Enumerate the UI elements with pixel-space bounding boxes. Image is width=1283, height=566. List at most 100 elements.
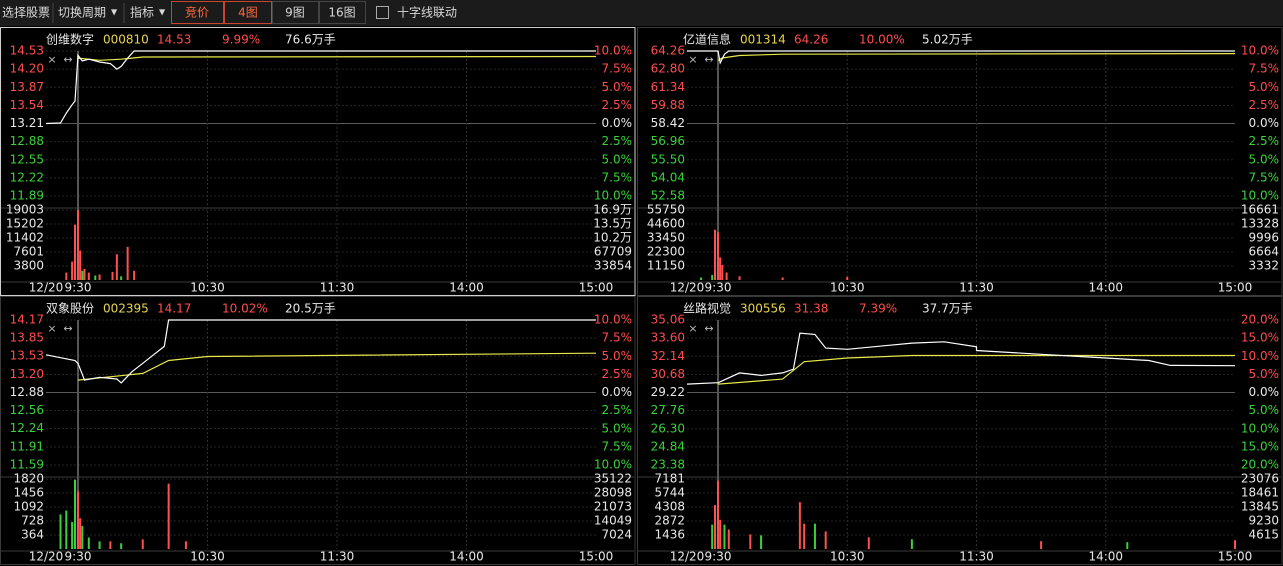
volume-tick-label: 1092 — [13, 500, 44, 514]
time-label: 15:00 — [579, 281, 614, 295]
percent-tick-label: 10.0% — [1241, 189, 1279, 203]
time-label: 12/20 — [670, 550, 705, 564]
price-tick-label: 52.58 — [651, 189, 685, 203]
volume-tick-label: 1456 — [13, 486, 44, 500]
volume-bar — [719, 257, 722, 280]
view-16-button[interactable]: 16图 — [328, 6, 355, 20]
price-line — [686, 332, 1236, 385]
view-9-button[interactable]: 9图 — [285, 6, 305, 20]
panel-frame — [0, 296, 636, 565]
volume-bar — [711, 274, 714, 280]
price-tick-label: 13.85 — [10, 330, 44, 344]
volume-bar — [98, 274, 101, 280]
switch-period-button[interactable]: 切换周期 — [58, 6, 106, 20]
volume-bar — [74, 224, 76, 280]
time-label: 9:30 — [65, 550, 92, 564]
header-change: 9.99% — [222, 33, 260, 47]
indicator-button[interactable]: 指标 — [130, 5, 154, 20]
header-name: 双象股份 — [46, 302, 94, 316]
price-line — [687, 50, 1235, 65]
volume-bar — [111, 271, 114, 280]
view-4-button[interactable]: 4图 — [238, 6, 258, 20]
volume-right-tick-label: 6664 — [1248, 245, 1279, 259]
price-tick-label: 32.14 — [651, 349, 685, 363]
view-9-frame — [272, 1, 319, 24]
volume-tick-label: 11402 — [6, 230, 44, 244]
time-label: 10:30 — [190, 550, 225, 564]
percent-tick-label: 10.0% — [1241, 421, 1279, 435]
price-tick-label: 13.54 — [10, 98, 44, 112]
volume-right-tick-label: 13845 — [1241, 500, 1279, 514]
panel-frame — [637, 296, 1283, 565]
percent-tick-label: 10.0% — [594, 313, 632, 327]
expand-icon: ↔ — [704, 53, 713, 66]
volume-bar — [867, 537, 870, 549]
volume-right-tick-label: 28098 — [594, 486, 632, 500]
time-label: 15:00 — [579, 550, 614, 564]
volume-tick-label: 7181 — [654, 472, 685, 486]
percent-tick-label: 15.0% — [1241, 439, 1279, 453]
percent-tick-label: 5.0% — [602, 349, 633, 363]
time-label: 11:30 — [959, 550, 994, 564]
volume-bar — [79, 250, 82, 280]
volume-bar — [910, 539, 913, 549]
volume-bar — [714, 229, 716, 280]
volume-bar — [126, 246, 129, 280]
volume-tick-label: 1820 — [13, 472, 44, 486]
header-volume: 5.02万手 — [922, 33, 973, 47]
time-label: 11:30 — [320, 281, 355, 295]
view-16-frame — [319, 1, 366, 24]
volume-tick-label: 7601 — [13, 245, 44, 259]
select-stock-button[interactable]: 选择股票 — [2, 6, 50, 20]
volume-bar — [723, 524, 726, 549]
volume-right-tick-label: 7024 — [601, 528, 632, 542]
volume-right-tick-label: 16661 — [1241, 203, 1279, 217]
percent-tick-label: 7.5% — [1249, 170, 1280, 184]
expand-icon: ↔ — [63, 53, 72, 66]
header-name: 亿道信息 — [683, 32, 731, 47]
price-tick-label: 12.88 — [10, 385, 44, 399]
volume-bar — [184, 541, 187, 549]
header-code: 001314 — [740, 33, 786, 47]
header-price: 31.38 — [794, 302, 828, 316]
price-tick-label: 62.80 — [651, 62, 685, 76]
volume-bar — [711, 524, 714, 549]
volume-tick-label: 4308 — [654, 500, 685, 514]
volume-bar — [749, 534, 752, 549]
percent-tick-label: 0.0% — [1249, 116, 1280, 130]
volume-right-tick-label: 18461 — [1241, 486, 1279, 500]
price-tick-label: 12.22 — [10, 170, 44, 184]
time-label: 14:00 — [449, 281, 484, 295]
header-price: 14.53 — [157, 33, 191, 47]
volume-bar — [120, 276, 123, 280]
crosshair-link-label[interactable]: 十字线联动 — [397, 5, 457, 20]
expand-icon: ↔ — [63, 322, 72, 335]
volume-bar — [65, 510, 68, 549]
volume-tick-label: 19003 — [6, 203, 44, 217]
price-line — [45, 319, 596, 384]
volume-right-tick-label: 13.5万 — [593, 217, 632, 231]
toolbar — [0, 0, 1283, 26]
volume-tick-label: 728 — [21, 514, 44, 528]
volume-bar — [65, 272, 68, 280]
price-tick-label: 35.06 — [651, 313, 685, 327]
price-tick-label: 12.56 — [10, 403, 44, 417]
volume-bar — [798, 502, 801, 549]
price-tick-label: 13.53 — [10, 348, 44, 362]
auction-button[interactable]: 竞价 — [185, 6, 209, 20]
time-label: 12/20 — [670, 281, 705, 295]
time-label: 15:00 — [1218, 550, 1253, 564]
volume-bar — [59, 514, 62, 549]
volume-bar — [1126, 542, 1129, 549]
percent-tick-label: 5.0% — [1249, 403, 1280, 417]
time-label: 12/20 — [29, 281, 64, 295]
volume-bar — [94, 275, 97, 280]
volume-bar — [727, 529, 730, 549]
price-tick-label: 13.21 — [10, 116, 44, 130]
header-price: 64.26 — [794, 33, 828, 47]
percent-tick-label: 20.0% — [1241, 458, 1279, 472]
volume-right-tick-label: 10.2万 — [593, 230, 632, 244]
crosshair-checkbox[interactable] — [376, 6, 389, 19]
volume-bar — [781, 277, 784, 280]
